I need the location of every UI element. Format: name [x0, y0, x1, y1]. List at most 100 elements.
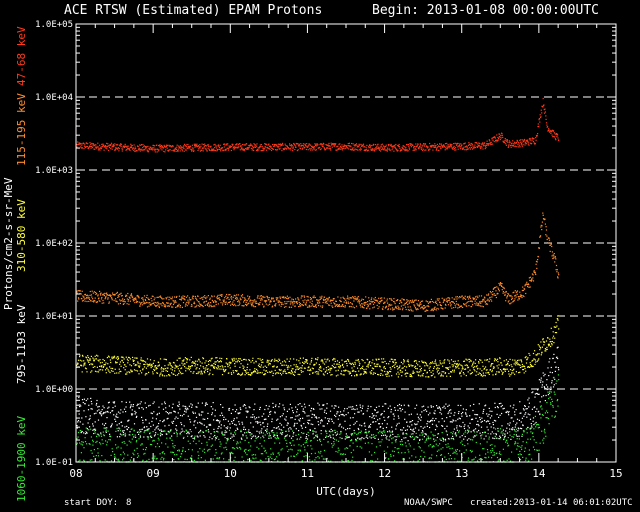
data-point — [268, 147, 270, 149]
data-point — [417, 416, 419, 418]
data-point — [78, 142, 80, 144]
data-point — [477, 145, 479, 147]
data-point — [468, 142, 470, 144]
data-point — [271, 297, 273, 299]
data-point — [235, 429, 237, 432]
data-point — [295, 298, 297, 300]
data-point — [326, 369, 328, 371]
data-point — [85, 368, 87, 370]
data-point — [82, 355, 84, 357]
data-point — [184, 143, 186, 145]
data-point — [253, 300, 255, 302]
data-point — [305, 359, 307, 361]
data-point — [419, 414, 421, 416]
data-point — [438, 364, 440, 366]
data-point — [376, 365, 378, 367]
data-point — [378, 423, 380, 425]
data-point — [482, 298, 484, 301]
data-point — [286, 366, 288, 368]
data-point — [370, 298, 372, 301]
data-point — [519, 366, 522, 369]
data-point — [319, 408, 321, 410]
data-point — [386, 371, 388, 373]
data-point — [151, 303, 153, 305]
data-point — [481, 146, 483, 148]
data-point — [399, 308, 401, 310]
data-point — [318, 305, 320, 307]
data-point — [468, 427, 470, 429]
data-point — [232, 296, 234, 298]
data-point — [339, 300, 342, 302]
data-point — [77, 143, 80, 145]
data-point — [442, 308, 444, 310]
data-point — [216, 368, 218, 370]
data-point — [472, 430, 474, 432]
data-point — [143, 295, 146, 297]
data-point — [238, 361, 241, 363]
data-point — [174, 370, 176, 372]
data-point — [81, 144, 83, 146]
data-point — [206, 369, 208, 371]
data-point — [139, 363, 141, 365]
data-point — [155, 367, 157, 369]
data-point — [139, 429, 141, 431]
data-point — [336, 149, 339, 151]
data-point — [439, 146, 441, 148]
data-point — [457, 145, 460, 147]
data-point — [403, 146, 405, 148]
data-point — [412, 310, 414, 312]
data-point — [260, 424, 262, 426]
data-point — [325, 412, 327, 414]
data-point — [426, 305, 428, 307]
data-point — [454, 360, 456, 362]
data-point — [538, 118, 540, 120]
data-point — [467, 371, 469, 373]
data-point — [228, 372, 230, 374]
data-point — [273, 300, 275, 302]
data-point — [76, 144, 78, 146]
data-point — [263, 300, 265, 302]
data-point — [150, 425, 152, 428]
data-point — [417, 143, 419, 145]
data-point — [500, 135, 502, 137]
data-point — [236, 370, 238, 372]
data-point — [227, 438, 229, 440]
data-point — [86, 432, 88, 434]
data-point — [423, 305, 425, 307]
data-point — [352, 297, 355, 299]
data-point — [119, 145, 121, 147]
data-point — [314, 416, 316, 418]
data-point — [422, 308, 424, 310]
data-point — [159, 435, 162, 437]
data-point — [369, 361, 371, 363]
data-point — [345, 145, 347, 147]
data-point — [432, 373, 434, 375]
data-point — [158, 306, 160, 309]
data-point — [90, 355, 92, 357]
data-point — [129, 431, 131, 433]
data-point — [467, 298, 470, 300]
data-point — [162, 303, 165, 305]
data-point — [365, 372, 368, 374]
data-point — [274, 412, 276, 414]
data-point — [256, 417, 258, 419]
data-point — [321, 359, 323, 361]
data-point — [479, 416, 481, 419]
data-point — [540, 341, 542, 343]
data-point — [117, 358, 119, 361]
data-point — [402, 148, 404, 150]
data-point — [542, 212, 544, 214]
data-point — [369, 371, 371, 373]
data-point — [404, 149, 406, 151]
data-point — [376, 363, 378, 365]
data-point — [335, 405, 337, 407]
data-point — [262, 149, 264, 152]
data-point — [347, 359, 349, 361]
data-point — [495, 373, 497, 375]
data-point — [409, 301, 411, 303]
data-point — [466, 145, 468, 147]
data-point — [367, 405, 369, 407]
data-point — [387, 308, 389, 310]
data-point — [194, 145, 196, 147]
data-point — [478, 362, 480, 364]
